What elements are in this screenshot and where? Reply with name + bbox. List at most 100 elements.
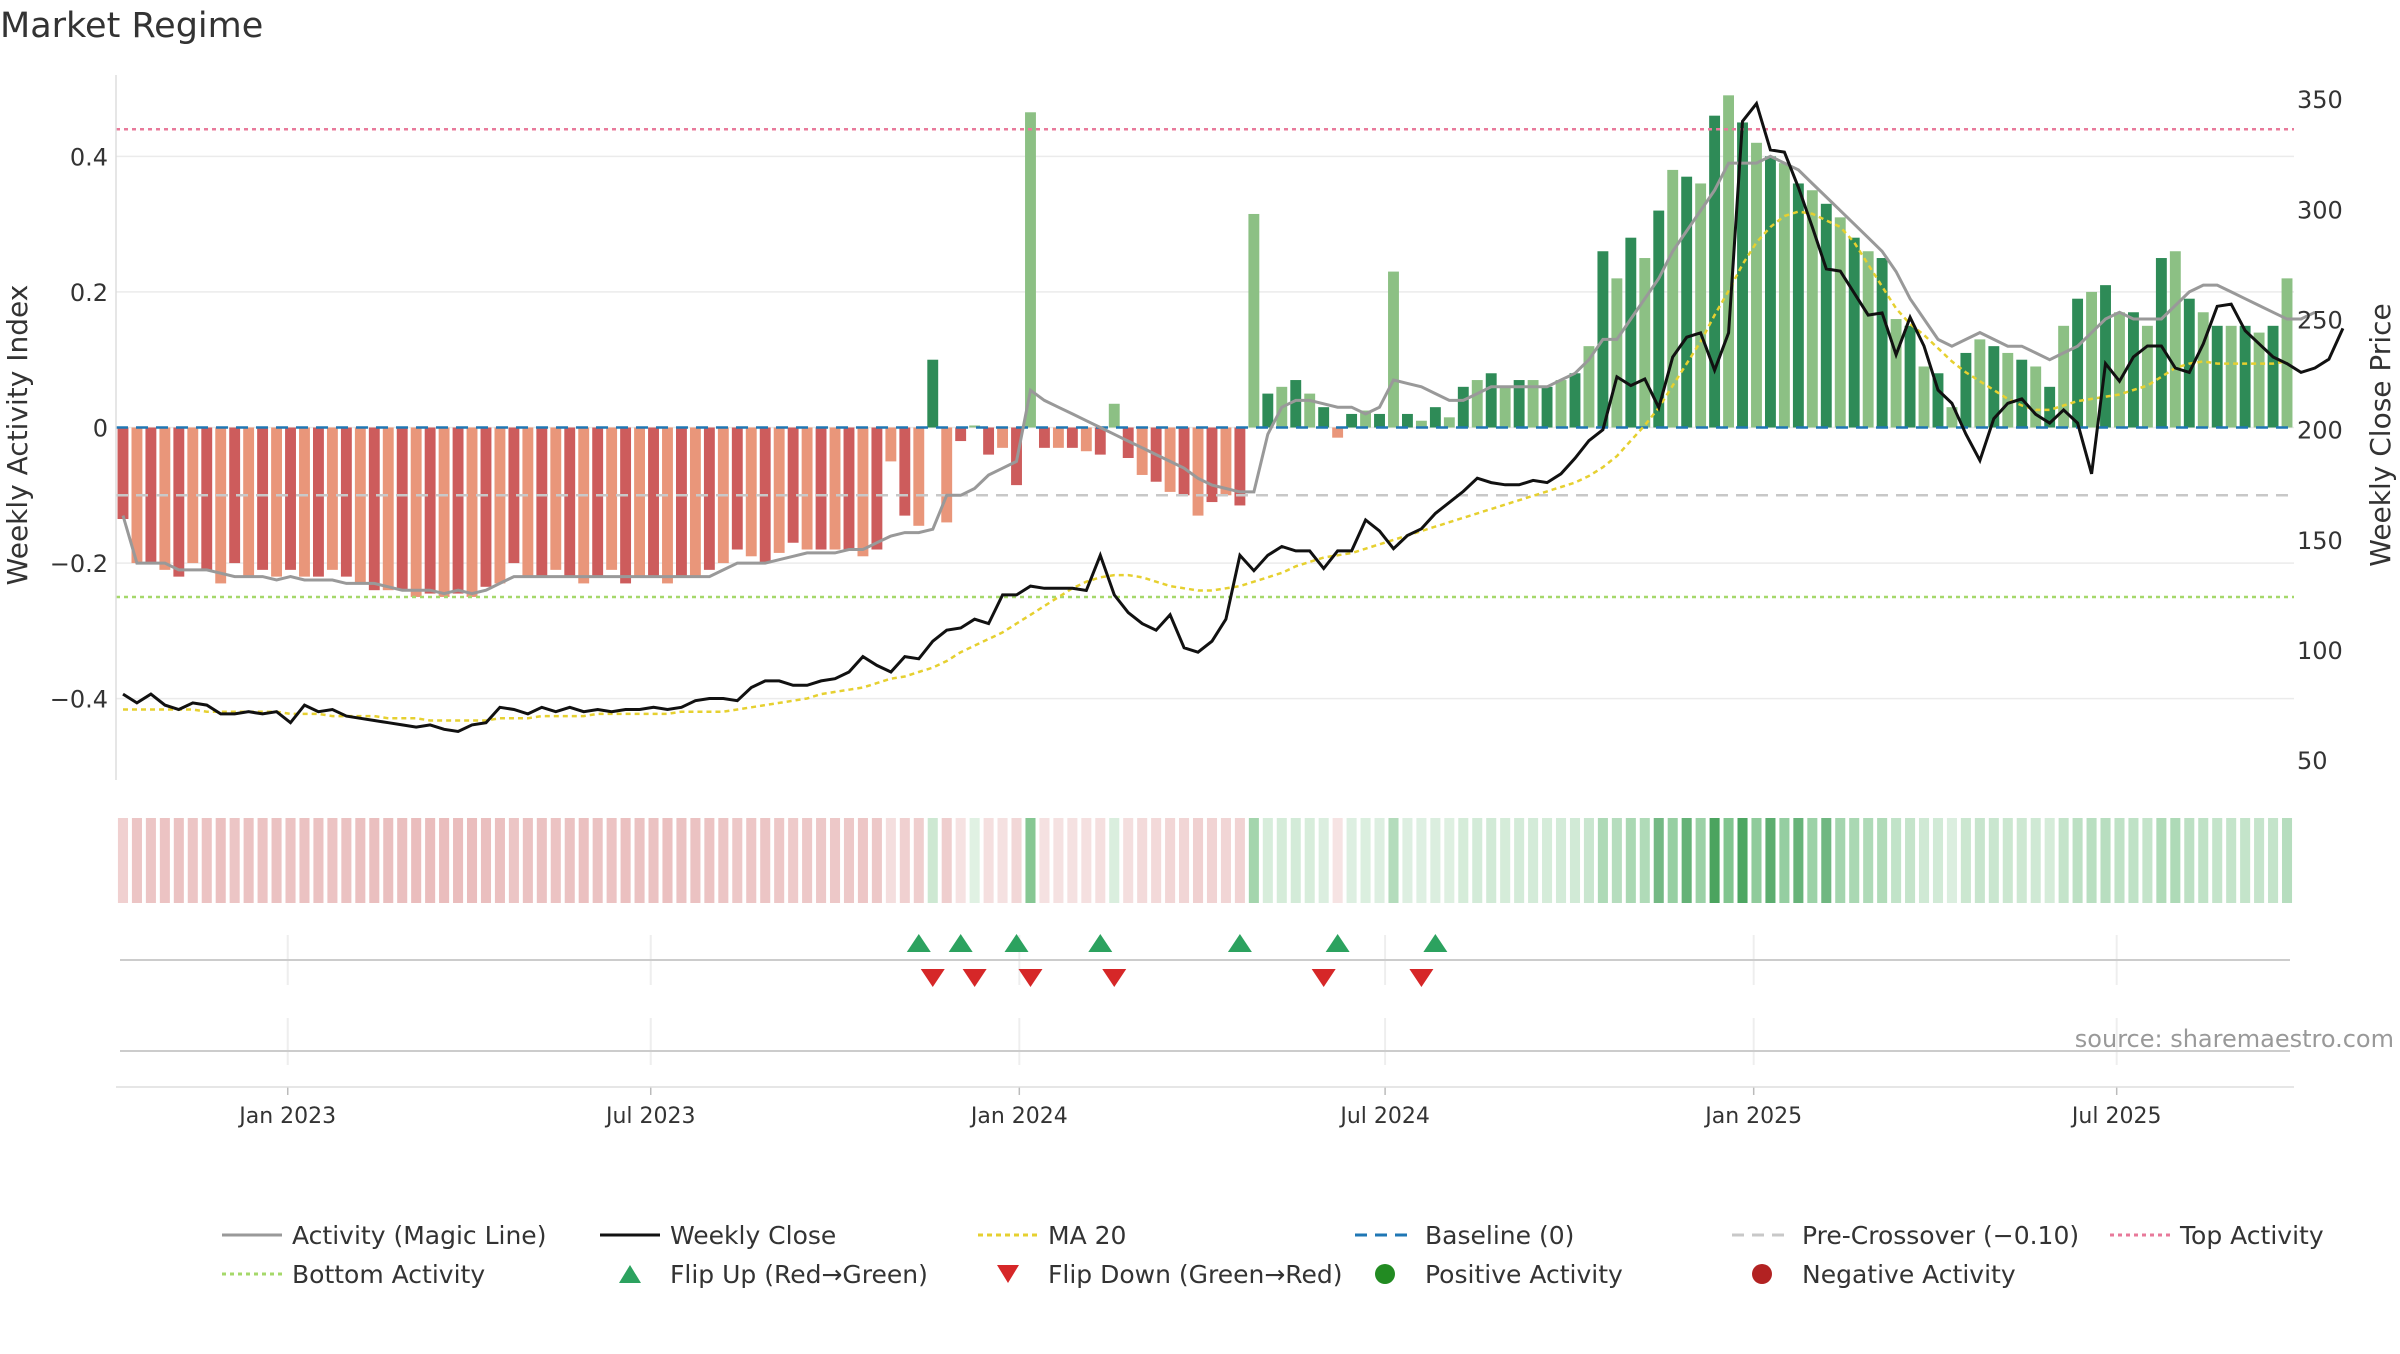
activity-bar — [1248, 213, 1260, 428]
activity-bar — [1932, 373, 1944, 428]
activity-bar — [2072, 298, 2084, 428]
activity-bar — [1667, 169, 1679, 428]
regime-strip-cell — [439, 818, 450, 903]
activity-bar — [1164, 427, 1176, 492]
y-right-axis-label: Weekly Close Price — [2364, 303, 2397, 566]
activity-bar — [1625, 237, 1637, 428]
regime-strip-cell — [355, 818, 366, 903]
legend-swatch-dot — [1375, 1264, 1395, 1284]
activity-bar — [955, 427, 967, 442]
activity-bar — [843, 427, 855, 550]
flip-down-marker — [1311, 969, 1336, 987]
regime-strip-cell — [746, 818, 757, 903]
activity-bar — [424, 427, 436, 594]
activity-bar — [494, 427, 506, 584]
regime-strip-cell — [411, 818, 422, 903]
regime-strip-cell — [1765, 818, 1776, 903]
activity-bar — [1890, 319, 1902, 428]
activity-bar — [899, 427, 911, 516]
regime-strip-cell — [117, 818, 129, 903]
activity-bar — [815, 427, 827, 550]
activity-bar — [1457, 386, 1469, 428]
activity-bar — [1681, 176, 1693, 428]
activity-bar — [2127, 312, 2139, 428]
regime-strip-cell — [941, 818, 952, 903]
regime-strip-cell — [2058, 818, 2069, 903]
activity-bar — [229, 427, 241, 564]
regime-strip-cell — [2226, 818, 2237, 903]
regime-strip-cell — [1332, 818, 1343, 903]
regime-strip-cell — [1011, 818, 1022, 903]
regime-strip-cell — [885, 818, 896, 903]
activity-bar — [522, 427, 534, 577]
flip-up-marker — [906, 934, 931, 952]
regime-strip-cell — [1877, 818, 1888, 903]
regime-strip-cell — [1891, 818, 1902, 903]
regime-strip-cell — [1932, 818, 1944, 903]
regime-strip-cell — [927, 818, 938, 903]
y-right-tick-label: 100 — [2297, 637, 2343, 665]
regime-strip-cell — [1974, 818, 1985, 903]
regime-strip-cell — [1583, 818, 1594, 903]
regime-strip-cell — [2240, 818, 2251, 903]
regime-strip-cell — [634, 818, 645, 903]
activity-bar — [271, 427, 283, 577]
activity-bar — [1206, 427, 1218, 503]
regime-strip-cell — [829, 818, 841, 903]
activity-bar — [1653, 210, 1665, 428]
regime-strip-cell — [1486, 818, 1497, 903]
regime-strip-cell — [1863, 818, 1874, 903]
activity-bar — [731, 427, 743, 550]
legend-label: Negative Activity — [1802, 1260, 2016, 1289]
flip-up-marker — [1004, 934, 1029, 952]
regime-strip-cell — [843, 818, 855, 903]
activity-bar — [285, 427, 296, 570]
activity-bar — [871, 427, 883, 550]
legend-swatch-triangle-down — [997, 1265, 1019, 1283]
legend-swatch-triangle-up — [619, 1265, 641, 1283]
x-tick-label: Jan 2024 — [969, 1104, 1068, 1129]
activity-bar — [187, 427, 199, 564]
flip-up-marker — [1227, 934, 1252, 952]
activity-bar — [438, 427, 450, 597]
activity-bar — [2100, 285, 2111, 428]
regime-strip-cell — [1905, 818, 1916, 903]
legend-item: Weekly Close — [600, 1221, 836, 1250]
y-right-tick-label: 300 — [2297, 196, 2343, 224]
regime-strip-cell — [1569, 818, 1581, 903]
legend-item: Baseline (0) — [1355, 1221, 1574, 1250]
regime-strip-cell — [2268, 818, 2279, 903]
regime-strip-cell — [2100, 818, 2111, 903]
y-right-tick-label: 50 — [2297, 747, 2328, 775]
flip-down-marker — [1018, 969, 1043, 987]
regime-strip-cell — [1514, 818, 1525, 903]
regime-strip-cell — [1597, 818, 1608, 903]
activity-bar — [2281, 278, 2293, 428]
activity-bar — [1569, 373, 1581, 428]
activity-bar — [1136, 427, 1148, 475]
activity-bar — [564, 427, 576, 577]
activity-bar — [1220, 427, 1232, 496]
activity-bar — [368, 427, 380, 591]
flip-up-marker — [1088, 934, 1113, 952]
regime-strip-cell — [1430, 818, 1441, 903]
regime-strip-cell — [718, 818, 729, 903]
activity-bar — [2225, 325, 2237, 428]
activity-bar — [927, 359, 939, 428]
regime-strip-cell — [1402, 818, 1413, 903]
regime-strip-cell — [2114, 818, 2125, 903]
x-tick-label: Jul 2025 — [2070, 1104, 2162, 1129]
regime-strip-cell — [1751, 818, 1762, 903]
activity-bar — [1946, 407, 1958, 428]
regime-strip-cell — [1849, 818, 1860, 903]
regime-strip-cell — [1639, 818, 1650, 903]
legend-item: Flip Up (Red→Green) — [619, 1260, 928, 1289]
activity-bar — [2044, 386, 2056, 428]
regime-strip-cell — [1192, 818, 1204, 903]
activity-bar — [1066, 427, 1078, 448]
activity-bar — [634, 427, 646, 577]
regime-strip-cell — [1388, 818, 1399, 903]
activity-bar — [452, 427, 464, 594]
